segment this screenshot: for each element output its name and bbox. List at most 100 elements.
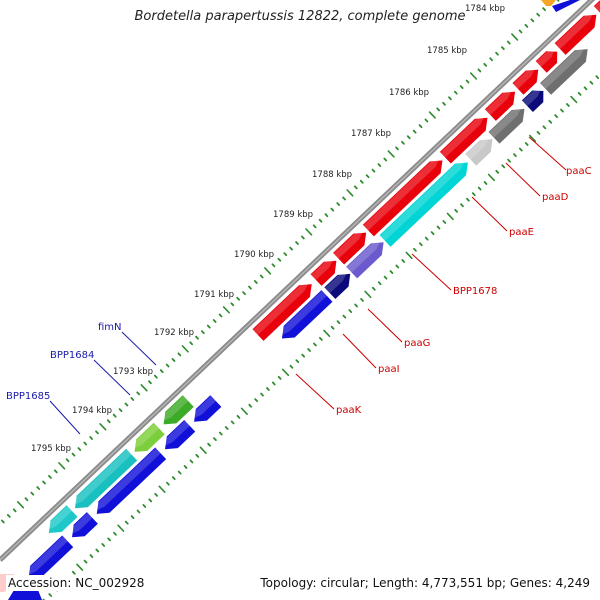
gene-reverse-1 <box>26 535 74 579</box>
map-title: Bordetella parapertussis 12822, complete… <box>134 9 466 24</box>
outer-tick-minor <box>289 246 293 251</box>
inner-tick-minor <box>413 247 417 252</box>
inner-tick-minor <box>48 593 53 597</box>
outer-tick-minor <box>206 324 211 329</box>
outer-tick-minor <box>365 174 370 179</box>
outer-tick-minor <box>177 352 182 357</box>
gene-labels: paaC paaD paaE BPP1678 paaG paaI paaK fi… <box>6 166 592 416</box>
inner-tick-minor <box>507 158 511 163</box>
gene-BPP1684 <box>132 422 165 452</box>
inner-tick-minor <box>418 242 423 247</box>
outer-tick-minor <box>295 241 299 245</box>
outer-tick-minor <box>336 202 341 206</box>
outer-tick-minor <box>1 519 5 524</box>
outer-tick-major <box>511 33 519 41</box>
outer-tick-minor <box>124 402 129 407</box>
inner-tick-minor <box>536 130 541 135</box>
outer-tick-minor <box>401 140 405 145</box>
outer-tick-minor <box>65 458 70 463</box>
kbp-label-1784: 1784 kbp <box>465 4 505 14</box>
outer-tick-minor <box>259 274 264 279</box>
outer-tick-minor <box>518 29 523 34</box>
inner-tick-minor <box>107 537 111 542</box>
kbp-label-1793: 1793 kbp <box>113 367 153 377</box>
outer-tick-minor <box>542 7 546 12</box>
gene-paaE <box>465 136 493 166</box>
outer-tick-minor <box>189 341 193 346</box>
outer-tick-minor <box>489 57 493 62</box>
kbp-label-1790: 1790 kbp <box>234 250 274 260</box>
inner-tick-minor <box>171 476 176 481</box>
inner-tick-minor <box>430 231 435 236</box>
inner-tick-minor <box>113 531 117 536</box>
inner-tick-minor <box>371 286 376 291</box>
inner-tick-minor <box>295 359 300 364</box>
outer-tick-minor <box>436 107 441 112</box>
outer-tick-minor <box>212 319 217 323</box>
outer-tick-minor <box>53 469 58 474</box>
inner-tick-minor <box>389 270 394 274</box>
kbp-label-1792: 1792 kbp <box>154 328 194 338</box>
inner-tick-minor <box>224 426 229 430</box>
outer-tick-minor <box>112 413 117 418</box>
outer-tick-major <box>140 384 148 392</box>
gene-forward-2 <box>310 258 337 286</box>
inner-tick-minor <box>436 225 441 230</box>
outer-tick-minor <box>448 96 452 101</box>
outer-tick-minor <box>359 179 364 184</box>
gene-reverse-4 <box>162 420 196 450</box>
gene-forward-1 <box>252 281 312 341</box>
gene-paaI <box>324 271 351 299</box>
inner-tick-minor <box>218 431 223 436</box>
outer-tick-minor <box>406 135 411 140</box>
outer-tick-minor <box>118 408 123 413</box>
outer-tick-major <box>222 306 230 314</box>
outer-tick-minor <box>165 363 170 368</box>
inner-tick-minor <box>424 236 429 241</box>
outer-tick-minor <box>48 474 52 479</box>
gene-reverse-3 <box>94 447 167 514</box>
inner-tick-minor <box>124 520 129 525</box>
inner-tick-major <box>199 446 207 454</box>
outer-tick-minor <box>412 129 417 134</box>
outer-tick-minor <box>89 436 93 440</box>
gene-label-paaD: paaD <box>542 192 569 203</box>
gene-label-BPP1684: BPP1684 <box>50 350 94 361</box>
outer-tick-major <box>387 150 395 158</box>
gene-reverse-2 <box>69 512 98 538</box>
outer-tick-major <box>99 423 107 431</box>
outer-tick-minor <box>36 486 41 490</box>
inner-tick-minor <box>236 414 241 419</box>
outer-tick-minor <box>171 358 176 362</box>
leader-line <box>121 331 157 366</box>
gene-label-paaK: paaK <box>336 405 362 416</box>
inner-tick-minor <box>71 570 76 575</box>
gene-forward-8 <box>535 49 558 73</box>
inner-tick-minor <box>266 387 270 391</box>
outer-tick-minor <box>501 46 505 51</box>
gene-BPP1678 <box>379 159 468 247</box>
inner-tick-minor <box>230 420 235 425</box>
inner-tick-minor <box>395 264 400 269</box>
inner-tick-minor <box>148 498 153 503</box>
outer-tick-minor <box>330 207 335 212</box>
inner-tick-minor <box>477 186 482 191</box>
outer-tick-minor <box>159 369 164 374</box>
inner-tick-minor <box>566 103 570 107</box>
outer-tick-minor <box>342 196 346 201</box>
inner-tick-major <box>529 134 537 143</box>
kbp-tick-labels: 1784 kbp 1785 kbp 1786 kbp 1787 kbp 1788… <box>31 4 505 454</box>
inner-tick-minor <box>189 459 194 464</box>
outer-tick-major <box>469 72 478 80</box>
inner-tick-minor <box>583 86 588 91</box>
outer-tick-minor <box>242 291 246 296</box>
inner-tick-minor <box>518 147 523 152</box>
outer-tick-minor <box>253 280 258 284</box>
outer-tick-minor <box>12 508 17 513</box>
inner-tick-minor <box>560 108 564 113</box>
outer-tick-minor <box>130 397 135 401</box>
inner-tick-minor <box>313 342 317 347</box>
inner-tick-minor <box>83 559 88 564</box>
inner-tick-minor <box>589 80 594 85</box>
